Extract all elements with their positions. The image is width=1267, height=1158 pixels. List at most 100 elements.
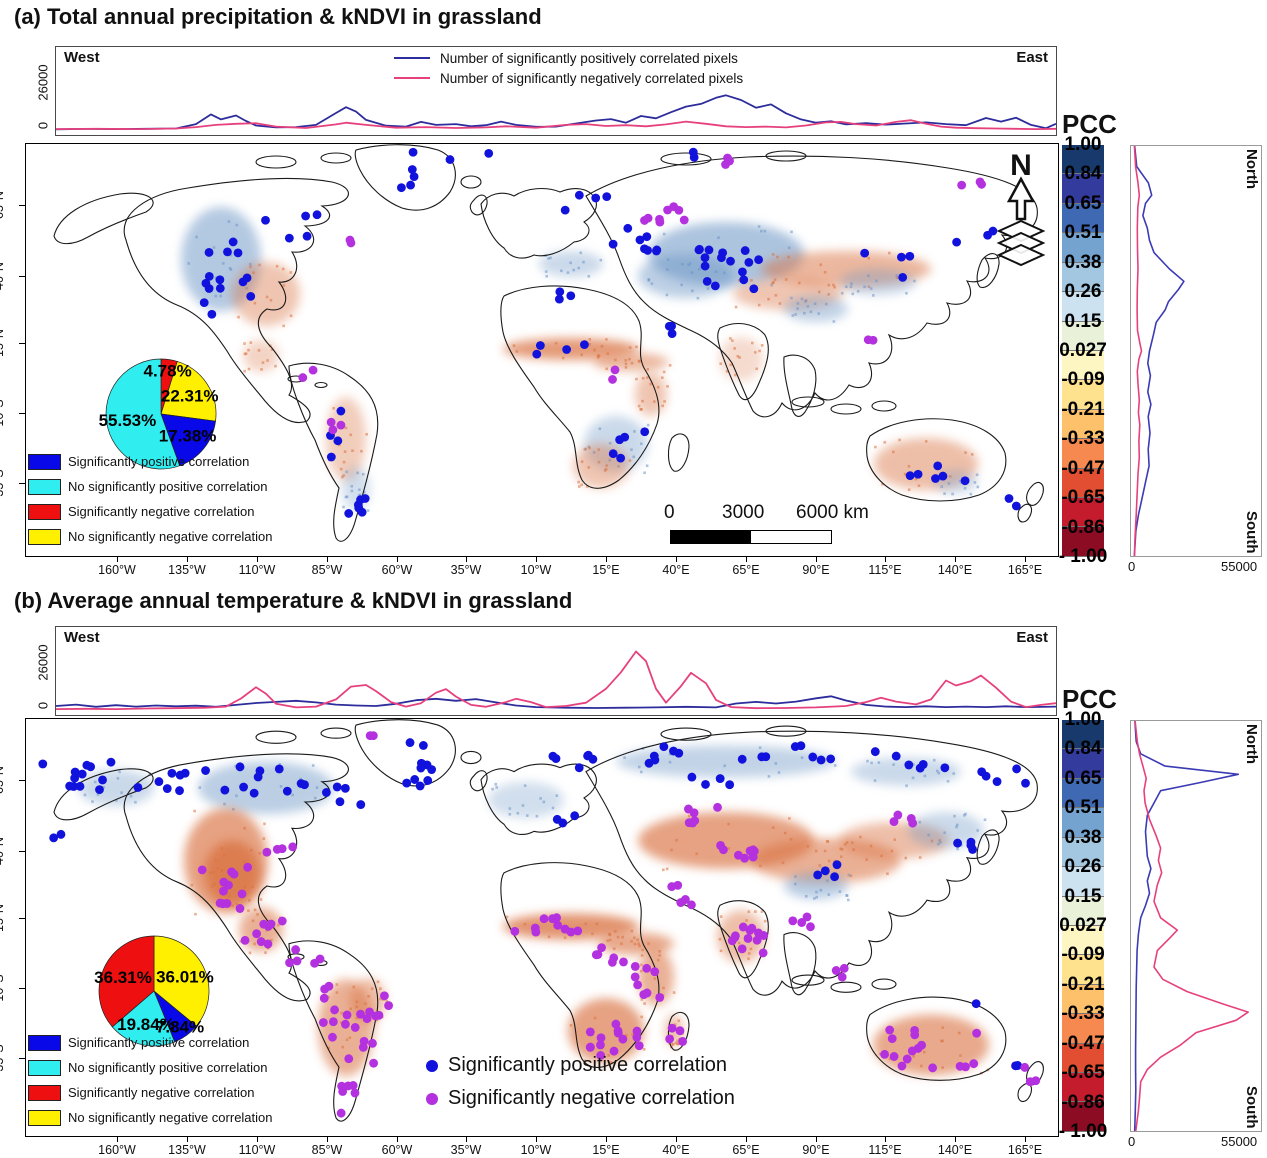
lon-tick-label: 60°W xyxy=(381,563,413,577)
legend-label: No significantly negative correlation xyxy=(68,529,273,544)
lon-tick xyxy=(676,1136,678,1142)
pie-label: 36.01% xyxy=(156,968,214,987)
lon-tick-label: 10°W xyxy=(520,563,552,577)
density-a-xmax: 55000 xyxy=(1221,559,1258,574)
legend-label: No significantly positive correlation xyxy=(68,479,268,494)
scale-bar-rule xyxy=(670,530,832,544)
lon-tick-label: 35°W xyxy=(450,563,482,577)
negative-dots xyxy=(298,153,986,435)
dot-legend-label: Significantly positive correlation xyxy=(448,1054,728,1076)
legend-swatch xyxy=(28,503,61,520)
raster-layer xyxy=(78,745,990,1077)
map-legend-row: No significantly negative correlation xyxy=(28,528,273,545)
west-label-b: West xyxy=(64,629,100,646)
colorbar-band xyxy=(1062,1043,1104,1074)
pie-label: 55.53% xyxy=(99,411,157,430)
pie-label: 19.84% xyxy=(117,1015,175,1034)
negative-dot-icon xyxy=(426,1092,438,1105)
lat-tick xyxy=(19,483,25,485)
profile-a-ymin-label: 0 xyxy=(35,121,51,130)
map-layers-icon xyxy=(996,219,1046,267)
lon-tick-label: 10°W xyxy=(520,1143,552,1157)
lon-tick-label: 40°E xyxy=(662,1143,690,1157)
lon-tick-label: 165°E xyxy=(1007,1143,1043,1157)
series-negative xyxy=(56,650,1056,710)
colorbar-band xyxy=(1062,174,1104,204)
east-label-b: East xyxy=(1016,629,1048,646)
colorbar-band xyxy=(1062,203,1104,234)
lon-tick-label: 85°W xyxy=(311,1143,343,1157)
north-arrow-icon: N xyxy=(996,149,1046,267)
lat-tick-label: 65°N xyxy=(0,766,6,794)
legend-label: Significantly positive correlation xyxy=(68,454,250,469)
legend-swatch xyxy=(28,1034,61,1051)
lon-tick-label: 60°W xyxy=(381,1143,413,1157)
lon-tick xyxy=(257,556,259,562)
legend-swatch xyxy=(28,528,61,545)
colorbar-band xyxy=(1062,527,1104,557)
lat-tick xyxy=(19,1058,25,1060)
legend-row: Number of significantly positively corre… xyxy=(394,48,743,68)
longitude-axis-a: 160°W 135°W 110°W 85°W 60°W 35°W 10°W 15°E 40°E 6… xyxy=(25,556,1057,582)
latitude-axis-a: 65°N 40°N 15°N 10°S 35°S xyxy=(0,143,25,555)
lon-tick-label: 160°W xyxy=(98,563,136,577)
colorbar-band xyxy=(1062,262,1104,293)
lon-tick-label: 115°E xyxy=(868,1143,902,1157)
legend-swatch xyxy=(28,1084,61,1101)
panel-b-title: (b) Average annual temperature & kNDVI i… xyxy=(14,588,573,613)
lon-tick-label: 90°E xyxy=(802,1143,830,1157)
legend-label: No significantly negative correlation xyxy=(68,1110,273,1125)
east-label-a: East xyxy=(1016,49,1048,66)
map-legend-b: Significantly positive correlation No sig… xyxy=(28,1034,273,1135)
pie-chart-b: 36.01% 7.84%19.84% 36.31% xyxy=(94,935,214,1047)
negative-dots xyxy=(197,731,1041,1118)
colorbar-band xyxy=(1062,837,1104,868)
lon-tick xyxy=(397,556,399,562)
lon-tick xyxy=(1025,556,1027,562)
lon-tick xyxy=(257,1136,259,1142)
lon-tick xyxy=(1025,1136,1027,1142)
north-label-b: North xyxy=(1243,724,1260,764)
scale-label-0: 0 xyxy=(664,502,675,523)
map-legend-row: Significantly negative correlation xyxy=(28,503,273,520)
density-series-positive xyxy=(1133,721,1240,1131)
profile-legend-a: Number of significantly positively corre… xyxy=(394,48,743,88)
colorbar-band xyxy=(1062,720,1104,750)
south-label-b: South xyxy=(1243,1085,1260,1129)
lon-tick xyxy=(397,1136,399,1142)
colorbar-band xyxy=(1062,984,1104,1015)
panel-a-title: (a) Total annual precipitation & kNDVI i… xyxy=(14,4,542,29)
lon-tick xyxy=(606,1136,608,1142)
positive-line-swatch xyxy=(394,57,430,59)
lon-tick xyxy=(885,1136,887,1142)
lon-tick-label: 110°W xyxy=(238,563,276,577)
colorbar-band xyxy=(1062,1014,1104,1044)
latitude-density-b-canvas xyxy=(1133,721,1249,1131)
lon-tick xyxy=(955,556,957,562)
lon-tick xyxy=(117,1136,119,1142)
colorbar-title-a: PCC xyxy=(1062,109,1117,139)
pie-label: 36.31% xyxy=(94,968,152,987)
scale-label-6000: 6000 km xyxy=(796,502,869,523)
colorbar-band xyxy=(1062,808,1104,838)
lon-tick-label: 90°E xyxy=(802,563,830,577)
profile-b-ymax-label: 26000 xyxy=(35,644,51,681)
lon-tick-label: 165°E xyxy=(1007,563,1043,577)
pie-slice xyxy=(105,358,181,470)
colorbar-band xyxy=(1062,1102,1104,1132)
arrow-up-icon xyxy=(1006,176,1036,221)
colorbar-band xyxy=(1062,468,1104,499)
lat-tick-label: 65°N xyxy=(0,191,6,219)
lon-tick-label: 85°W xyxy=(311,563,343,577)
lon-tick xyxy=(117,556,119,562)
profile-chart-b: West East xyxy=(55,626,1057,716)
density-series-negative xyxy=(1133,146,1143,556)
lon-tick-label: 135°W xyxy=(168,563,206,577)
lon-tick xyxy=(955,1136,957,1142)
lon-tick xyxy=(746,556,748,562)
profile-chart-b-canvas xyxy=(56,650,1056,710)
colorbar-band xyxy=(1062,321,1104,351)
pie-slice xyxy=(160,413,216,467)
lat-tick xyxy=(19,918,25,920)
legend-swatch xyxy=(28,1109,61,1126)
